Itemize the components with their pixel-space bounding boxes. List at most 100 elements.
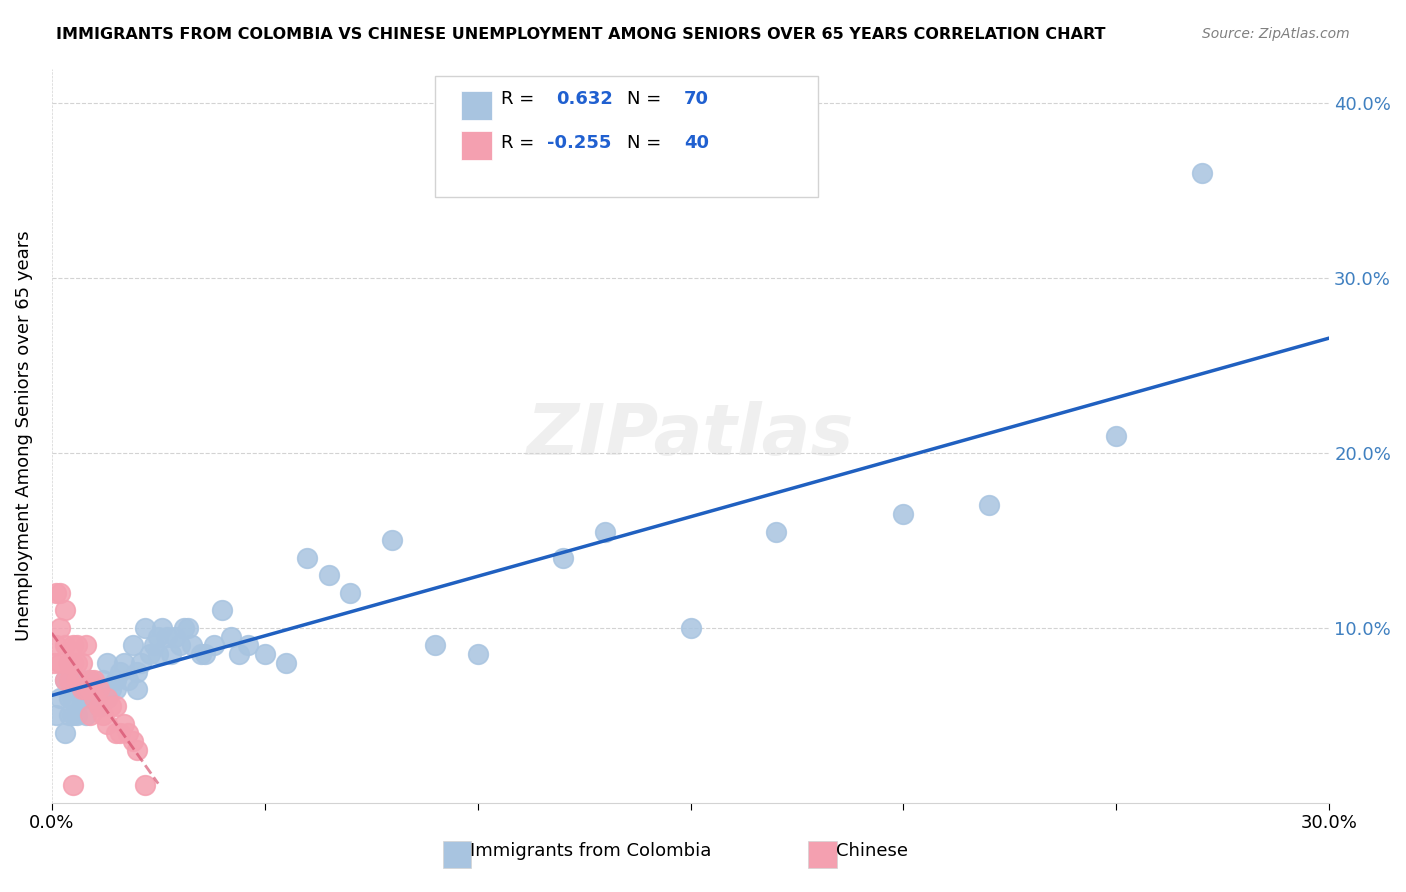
- Text: Chinese: Chinese: [835, 842, 908, 860]
- Y-axis label: Unemployment Among Seniors over 65 years: Unemployment Among Seniors over 65 years: [15, 230, 32, 640]
- Point: [893, 507, 915, 521]
- Point: [62, 778, 84, 792]
- Point: [75, 690, 97, 705]
- Point: [1105, 428, 1128, 442]
- Point: [62, 638, 84, 652]
- Point: [169, 638, 191, 652]
- Point: [79, 673, 101, 688]
- Point: [236, 638, 259, 652]
- Point: [49, 621, 72, 635]
- Point: [228, 647, 250, 661]
- Point: [104, 673, 127, 688]
- Point: [551, 550, 574, 565]
- Point: [165, 630, 187, 644]
- Point: [62, 673, 84, 688]
- Point: [202, 638, 225, 652]
- Point: [70, 690, 93, 705]
- Point: [125, 743, 148, 757]
- Point: [96, 656, 118, 670]
- Point: [595, 524, 617, 539]
- Point: [138, 647, 160, 661]
- FancyBboxPatch shape: [434, 76, 818, 197]
- Point: [75, 681, 97, 696]
- Point: [53, 603, 76, 617]
- Point: [211, 603, 233, 617]
- Text: N =: N =: [627, 135, 666, 153]
- Point: [96, 690, 118, 705]
- Point: [42, 656, 65, 670]
- Point: [70, 681, 93, 696]
- Point: [100, 681, 122, 696]
- Point: [62, 690, 84, 705]
- Point: [160, 647, 183, 661]
- Point: [112, 656, 135, 670]
- Text: -0.255: -0.255: [547, 135, 612, 153]
- Point: [142, 638, 165, 652]
- Point: [62, 708, 84, 723]
- Point: [66, 673, 89, 688]
- Point: [96, 690, 118, 705]
- Point: [423, 638, 446, 652]
- Point: [108, 665, 131, 679]
- Point: [45, 708, 67, 723]
- Point: [75, 638, 97, 652]
- Point: [58, 673, 80, 688]
- Point: [83, 681, 105, 696]
- Point: [1191, 166, 1213, 180]
- Point: [91, 681, 114, 696]
- Point: [125, 665, 148, 679]
- Point: [53, 638, 76, 652]
- Point: [91, 708, 114, 723]
- Point: [104, 681, 127, 696]
- Text: R =: R =: [502, 135, 540, 153]
- Point: [66, 673, 89, 688]
- Point: [156, 630, 179, 644]
- Text: IMMIGRANTS FROM COLOMBIA VS CHINESE UNEMPLOYMENT AMONG SENIORS OVER 65 YEARS COR: IMMIGRANTS FROM COLOMBIA VS CHINESE UNEM…: [56, 27, 1105, 42]
- Point: [70, 673, 93, 688]
- FancyBboxPatch shape: [461, 91, 492, 120]
- Point: [121, 638, 143, 652]
- Text: 70: 70: [685, 90, 709, 108]
- Text: N =: N =: [627, 90, 666, 108]
- Point: [108, 725, 131, 739]
- Point: [148, 630, 170, 644]
- Point: [253, 647, 276, 661]
- Point: [117, 725, 139, 739]
- Point: [66, 708, 89, 723]
- Point: [121, 734, 143, 748]
- Point: [134, 621, 156, 635]
- Point: [152, 621, 174, 635]
- Point: [66, 656, 89, 670]
- Point: [83, 673, 105, 688]
- Point: [87, 699, 110, 714]
- Point: [104, 699, 127, 714]
- Point: [66, 638, 89, 652]
- Point: [181, 638, 204, 652]
- Point: [467, 647, 489, 661]
- Point: [297, 550, 319, 565]
- Point: [62, 656, 84, 670]
- Text: R =: R =: [502, 90, 540, 108]
- FancyBboxPatch shape: [461, 131, 492, 161]
- Point: [134, 778, 156, 792]
- Text: Immigrants from Colombia: Immigrants from Colombia: [470, 842, 711, 860]
- Point: [219, 630, 242, 644]
- Point: [49, 586, 72, 600]
- Point: [70, 656, 93, 670]
- Point: [190, 647, 212, 661]
- Point: [104, 725, 127, 739]
- Point: [100, 699, 122, 714]
- Point: [79, 681, 101, 696]
- Point: [53, 673, 76, 688]
- Point: [58, 708, 80, 723]
- Point: [79, 673, 101, 688]
- Point: [45, 638, 67, 652]
- Point: [53, 725, 76, 739]
- Point: [91, 673, 114, 688]
- Point: [87, 681, 110, 696]
- Point: [318, 568, 340, 582]
- Point: [679, 621, 702, 635]
- Point: [765, 524, 787, 539]
- FancyBboxPatch shape: [443, 841, 471, 868]
- Point: [177, 621, 200, 635]
